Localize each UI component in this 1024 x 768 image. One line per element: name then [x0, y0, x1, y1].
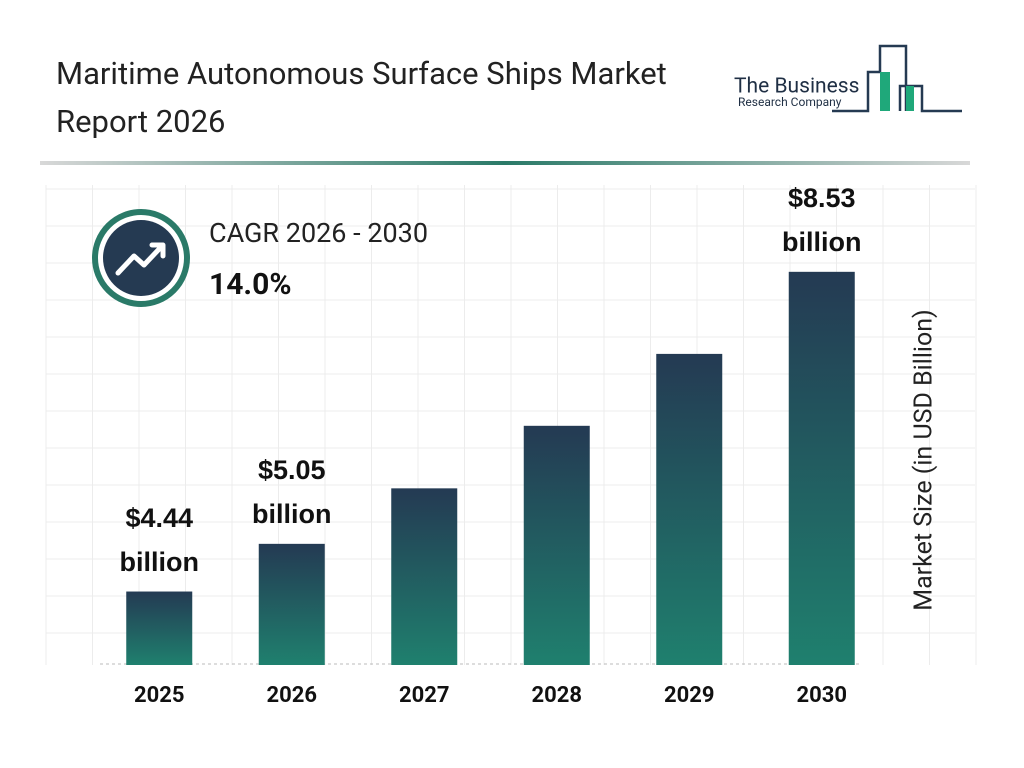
bar: [788, 271, 855, 665]
bar: [258, 543, 325, 665]
bar: [656, 353, 723, 665]
logo-line2: Research Company: [738, 95, 842, 109]
cagr-value: 14.0%: [209, 267, 292, 302]
cagr-icon: [92, 209, 190, 307]
bar: [126, 591, 193, 665]
bar: [391, 488, 458, 665]
cagr-label: CAGR 2026 - 2030: [209, 217, 428, 249]
x-tick-label: 2027: [399, 683, 450, 708]
x-tick-label: 2025: [134, 683, 185, 708]
value-label: $4.44 billion: [119, 502, 199, 577]
x-tick-label: 2029: [664, 683, 715, 708]
x-tick-label: 2028: [532, 683, 583, 708]
logo-line1: The Business: [734, 75, 859, 99]
chart-title: Maritime Autonomous Surface Ships Market…: [56, 55, 667, 140]
value-label: $8.53 billion: [782, 182, 862, 257]
x-tick-label: 2030: [797, 683, 848, 708]
header-rule: [40, 161, 970, 165]
y-axis-label: Market Size (in USD Billion): [910, 309, 939, 611]
x-tick-label: 2026: [267, 683, 318, 708]
bar: [523, 425, 590, 665]
logo: The Business Research Company: [734, 44, 962, 113]
value-label: $5.05 billion: [252, 454, 332, 529]
